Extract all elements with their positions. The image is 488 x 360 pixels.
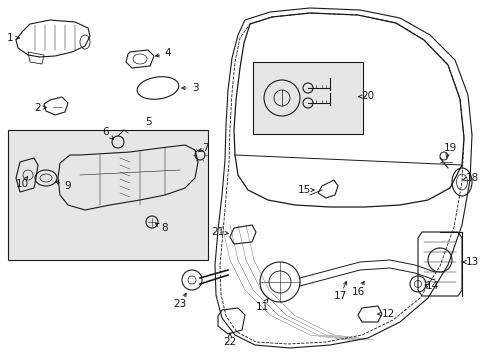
- Text: 6: 6: [102, 127, 109, 137]
- FancyBboxPatch shape: [252, 62, 362, 134]
- Text: 5: 5: [144, 117, 151, 127]
- Text: 14: 14: [425, 281, 438, 291]
- Text: 4: 4: [164, 48, 171, 58]
- Text: 20: 20: [361, 91, 374, 101]
- Text: 3: 3: [191, 83, 198, 93]
- FancyBboxPatch shape: [8, 130, 207, 260]
- Text: 21: 21: [211, 227, 224, 237]
- Text: 22: 22: [223, 337, 236, 347]
- Text: 16: 16: [351, 287, 364, 297]
- Text: 13: 13: [465, 257, 478, 267]
- Text: 11: 11: [255, 302, 268, 312]
- Text: 8: 8: [162, 223, 168, 233]
- Text: 2: 2: [35, 103, 41, 113]
- Text: 15: 15: [297, 185, 310, 195]
- Text: 17: 17: [333, 291, 346, 301]
- Text: 12: 12: [381, 309, 394, 319]
- Text: 1: 1: [7, 33, 13, 43]
- Text: 7: 7: [201, 143, 208, 153]
- Text: 10: 10: [16, 179, 28, 189]
- Text: 23: 23: [173, 299, 186, 309]
- Text: 9: 9: [64, 181, 71, 191]
- Text: 18: 18: [465, 173, 478, 183]
- Text: 19: 19: [443, 143, 456, 153]
